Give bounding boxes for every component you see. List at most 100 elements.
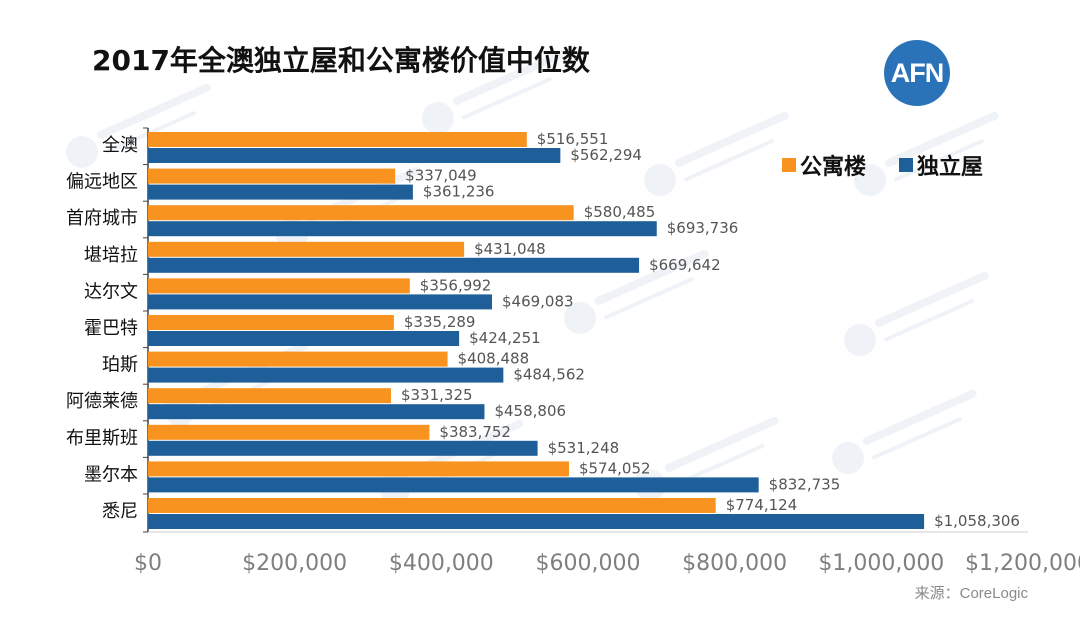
- category-label-8: 阿德莱德: [66, 391, 138, 412]
- watermark-stroke: [862, 389, 977, 445]
- category-label-7: 珀斯: [102, 355, 138, 376]
- watermark-stroke: [683, 139, 774, 182]
- watermark-11: [832, 389, 977, 474]
- watermark-layer: [66, 49, 999, 504]
- house-value-label-1: $562,294: [570, 146, 642, 164]
- x-tick-label-7: $1,200,000: [965, 551, 1080, 576]
- house-bar-7: [148, 367, 504, 383]
- watermark-4: [854, 111, 999, 196]
- x-tick-label-3: $400,000: [389, 551, 494, 576]
- house-bar-11: [148, 514, 925, 529]
- legend: 公寓楼 独立屋: [782, 154, 983, 180]
- house-bar-8: [148, 404, 485, 420]
- watermark-stroke: [893, 139, 984, 182]
- house-bar-9: [148, 440, 538, 456]
- apartment-bar-9: [148, 424, 430, 440]
- watermark-stroke: [664, 416, 779, 472]
- category-label-2: 偏远地区: [66, 172, 138, 193]
- house-value-label-7: $484,562: [513, 366, 585, 384]
- watermark-stroke: [452, 49, 567, 105]
- house-value-label-8: $458,806: [494, 402, 566, 420]
- watermark-logo-mark: [564, 302, 596, 334]
- apartment-value-label-5: $356,992: [420, 276, 492, 294]
- house-value-label-10: $832,735: [769, 475, 841, 493]
- x-tick-labels-layer: $0 $200,000 $400,000 $600,000 $800,000 $1,000…: [134, 551, 1080, 576]
- x-tick-label-6: $1,000,000: [818, 551, 944, 576]
- x-tick-label-4: $600,000: [536, 551, 641, 576]
- apartment-bar-3: [148, 205, 574, 221]
- category-label-5: 达尔文: [84, 281, 138, 302]
- category-label-10: 墨尔本: [84, 464, 138, 485]
- apartment-bar-4: [148, 241, 465, 257]
- y-tick-layer: [143, 127, 148, 533]
- house-value-label-5: $469,083: [502, 292, 574, 310]
- watermark-2: [422, 49, 567, 134]
- apartment-value-label-11: $774,124: [726, 496, 798, 514]
- apartment-value-label-8: $331,325: [401, 386, 473, 404]
- house-bar-1: [148, 148, 561, 163]
- apartment-bar-7: [148, 351, 448, 367]
- house-bar-3: [148, 221, 657, 237]
- apartment-bar-6: [148, 315, 394, 330]
- category-label-4: 堪培拉: [84, 245, 138, 266]
- watermark-stroke: [874, 271, 989, 327]
- legend-label-house: 独立屋: [917, 154, 983, 180]
- apartment-bar-1: [148, 132, 527, 147]
- watermark-3: [644, 111, 789, 196]
- apartment-bar-5: [148, 278, 410, 294]
- apartment-bar-8: [148, 388, 391, 404]
- watermark-stroke: [603, 277, 694, 320]
- house-bar-10: [148, 477, 759, 493]
- apartment-bar-2: [148, 168, 396, 184]
- watermark-7: [844, 271, 989, 356]
- category-label-3: 首府城市: [66, 208, 138, 229]
- source-note: 来源：CoreLogic: [914, 585, 1028, 602]
- watermark-stroke: [594, 249, 709, 305]
- watermark-stroke: [884, 111, 999, 167]
- apartment-value-label-10: $574,052: [579, 459, 651, 477]
- house-value-label-9: $531,248: [548, 439, 620, 457]
- house-value-label-4: $669,642: [649, 256, 721, 274]
- watermark-logo-mark: [644, 164, 676, 196]
- watermark-stroke: [96, 83, 211, 139]
- apartment-value-label-1: $516,551: [537, 130, 609, 148]
- apartment-value-label-3: $580,485: [584, 203, 656, 221]
- house-bar-5: [148, 294, 492, 310]
- apartment-value-label-2: $337,049: [405, 167, 477, 185]
- watermark-6: [564, 249, 709, 334]
- house-bar-4: [148, 257, 640, 273]
- watermark-stroke: [461, 77, 552, 120]
- x-tick-label-5: $800,000: [682, 551, 787, 576]
- watermark-logo-mark: [832, 442, 864, 474]
- apartment-value-label-4: $431,048: [474, 240, 546, 258]
- house-value-label-2: $361,236: [423, 183, 495, 201]
- watermark-logo-mark: [854, 164, 886, 196]
- watermark-stroke: [883, 299, 974, 342]
- category-label-6: 霍巴特: [84, 318, 138, 339]
- watermark-logo-mark: [66, 136, 98, 168]
- house-value-label-11: $1,058,306: [934, 512, 1020, 530]
- house-bar-6: [148, 331, 460, 346]
- data-labels-layer: $516,551$562,294 $337,049$361,236 $580,485…: [401, 130, 1020, 530]
- category-label-9: 布里斯班: [66, 428, 138, 449]
- watermark-stroke: [871, 417, 962, 460]
- afn-logo: AFN: [884, 40, 950, 106]
- house-value-label-3: $693,736: [667, 219, 739, 237]
- x-tick-label-2: $200,000: [242, 551, 347, 576]
- apartment-value-label-9: $383,752: [439, 423, 511, 441]
- house-value-label-6: $424,251: [469, 329, 541, 347]
- watermark-logo-mark: [844, 324, 876, 356]
- legend-swatch-apartment: [782, 158, 796, 172]
- bars-layer: [148, 132, 925, 529]
- house-bar-2: [148, 184, 413, 200]
- category-label-1: 全澳: [102, 135, 138, 156]
- watermark-stroke: [674, 111, 789, 167]
- chart-title: 2017年全澳独立屋和公寓楼价值中位数: [92, 44, 591, 77]
- x-tick-label-1: $0: [134, 551, 162, 576]
- apartment-value-label-6: $335,289: [404, 313, 476, 331]
- apartment-bar-11: [148, 498, 716, 513]
- legend-label-apartment: 公寓楼: [800, 154, 866, 180]
- legend-swatch-house: [899, 158, 913, 172]
